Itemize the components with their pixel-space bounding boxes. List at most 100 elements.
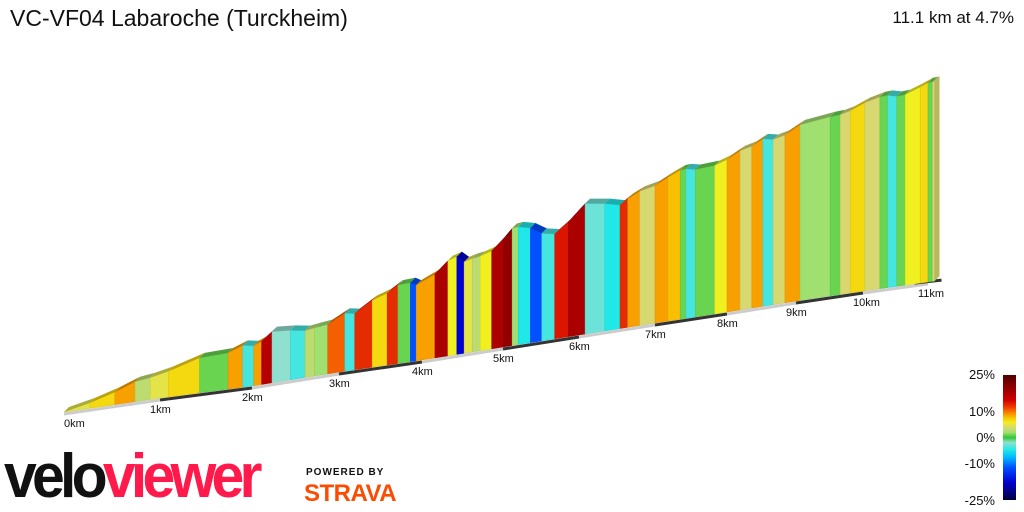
- segment-top-22: [416, 269, 440, 286]
- km-tick-label: 11km: [918, 288, 944, 300]
- segment-top-21: [410, 277, 422, 286]
- logo-velo: velo: [4, 442, 108, 511]
- gradient-segment-11: [271, 330, 291, 384]
- segment-top-27: [472, 251, 486, 259]
- gradient-segment-24: [447, 256, 458, 357]
- segment-top-18: [372, 288, 393, 301]
- segment-top-65: [932, 76, 940, 82]
- segment-top-64: [928, 76, 938, 83]
- segment-top-46: [695, 160, 720, 170]
- distance-bar-10: [862, 282, 929, 295]
- segment-top-62: [905, 82, 926, 95]
- segment-top-40: [627, 186, 645, 199]
- gradient-segment-62: [905, 86, 921, 286]
- segment-top-51: [762, 133, 779, 140]
- gradient-segment-46: [695, 165, 716, 318]
- segment-top-14: [314, 319, 333, 328]
- gradient-segment-26: [463, 258, 473, 354]
- segment-top-39: [620, 193, 633, 206]
- segment-top-36: [568, 198, 591, 222]
- gradient-segment-3: [134, 377, 151, 402]
- gradient-segment-63: [919, 82, 929, 284]
- gradient-segment-34: [541, 233, 555, 342]
- segment-top-34: [541, 228, 560, 234]
- gradient-segment-28: [480, 250, 492, 351]
- segment-top-9: [253, 336, 267, 346]
- segment-top-33: [530, 223, 547, 234]
- segment-top-7: [228, 340, 248, 353]
- gradient-segment-44: [679, 168, 687, 320]
- km-tick-label: 5km: [493, 353, 514, 365]
- km-tick-label: 3km: [329, 378, 350, 390]
- segment-top-56: [840, 105, 856, 115]
- segment-top-32: [518, 221, 536, 229]
- gradient-segment-30: [503, 227, 513, 348]
- gradient-segment-52: [772, 134, 786, 305]
- gradient-segment-58: [864, 96, 881, 292]
- segment-top-31: [512, 221, 524, 229]
- gradient-segment-14: [314, 324, 328, 377]
- km-tick-label: 1km: [150, 404, 171, 416]
- gradient-segment-42: [654, 176, 669, 324]
- segment-top-13: [305, 322, 320, 331]
- distance-bar-8: [726, 301, 797, 316]
- distance-bar-4: [421, 347, 504, 364]
- veloviewer-logo[interactable]: veloviewer: [4, 446, 262, 508]
- gradient-segment-21: [410, 282, 417, 362]
- legend-label-25: 25%: [968, 367, 995, 382]
- km-tick-label: 7km: [645, 329, 666, 341]
- gradient-segment-6: [199, 352, 229, 394]
- legend-label-minus25: -25%: [964, 493, 995, 508]
- segment-top-38: [604, 198, 626, 206]
- gradient-segment-8: [242, 345, 254, 388]
- segment-top-4: [150, 366, 174, 378]
- gradient-segment-29: [491, 237, 505, 350]
- legend-label-minus10: -10%: [964, 456, 995, 471]
- gradient-segment-25: [456, 256, 465, 355]
- segment-top-44: [680, 163, 691, 171]
- gradient-segment-19: [386, 284, 399, 366]
- gradient-segment-27: [471, 255, 481, 353]
- km-tick-label: 10km: [853, 297, 880, 309]
- gradient-segment-57: [850, 102, 866, 294]
- legend-label-0: 0%: [976, 430, 995, 445]
- segment-top-28: [480, 245, 497, 257]
- segment-top-42: [655, 172, 673, 186]
- segment-top-43: [667, 165, 686, 178]
- distance-bar-3: [338, 360, 423, 376]
- gradient-segment-9: [253, 340, 262, 387]
- segment-top-16: [344, 308, 360, 314]
- gradient-segment-7: [227, 344, 244, 390]
- km-tick-label: 6km: [569, 341, 590, 353]
- gradient-segment-23: [434, 260, 449, 359]
- gradient-segment-50: [751, 138, 764, 309]
- segment-top-60: [887, 90, 902, 97]
- segment-top-37: [585, 198, 610, 204]
- segment-top-0: [64, 397, 95, 412]
- segment-top-61: [896, 89, 911, 97]
- gradient-segment-32: [517, 226, 531, 345]
- gradient-segment-36: [568, 203, 586, 337]
- gradient-legend-bar: [1003, 375, 1016, 500]
- strava-logo[interactable]: STRAVA: [304, 480, 397, 507]
- km-tick-label: 9km: [786, 307, 807, 319]
- km-tick-label: 0km: [64, 418, 85, 430]
- gradient-segment-47: [714, 159, 728, 315]
- distance-bar-5: [502, 335, 580, 351]
- gradient-segment-33: [530, 227, 543, 343]
- segment-top-6: [199, 347, 234, 358]
- gradient-segment-37: [584, 203, 606, 335]
- segment-top-49: [740, 141, 757, 151]
- segment-top-63: [920, 77, 933, 88]
- segment-top-41: [639, 180, 660, 192]
- segment-top-45: [685, 163, 701, 170]
- segment-top-47: [714, 154, 732, 166]
- gradient-segment-56: [839, 110, 851, 295]
- segment-top-2: [114, 376, 141, 393]
- segment-top-25: [456, 251, 470, 262]
- gradient-segment-12: [290, 330, 306, 381]
- segment-top-3: [135, 372, 156, 382]
- segment-top-11: [272, 325, 296, 332]
- segment-top-35: [554, 216, 574, 234]
